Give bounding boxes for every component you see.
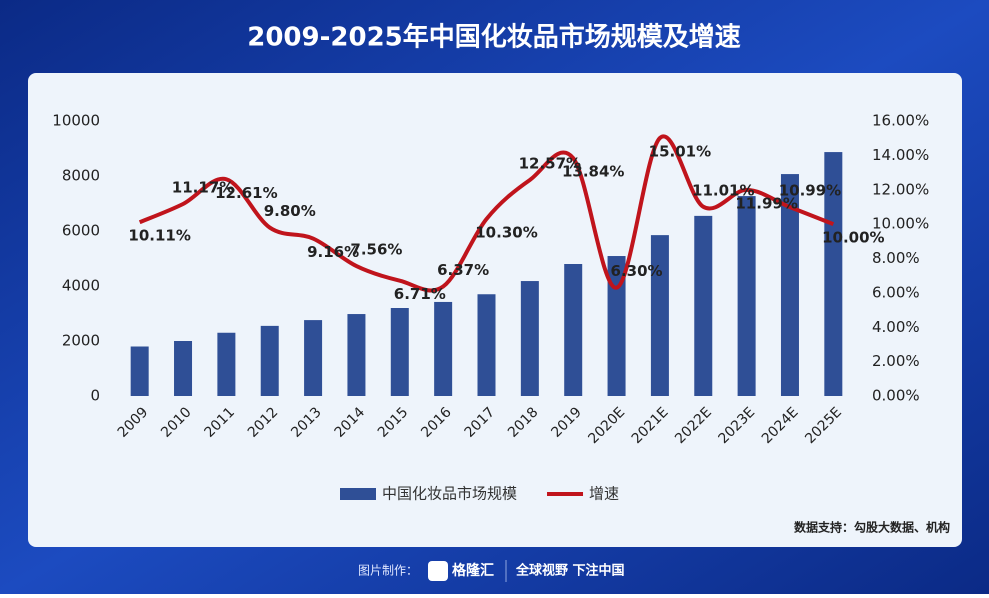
y2-tick-label: 4.00% bbox=[872, 318, 920, 336]
data-label: 10.99% bbox=[779, 182, 841, 200]
bar bbox=[217, 332, 236, 396]
data-label: 15.01% bbox=[649, 143, 711, 161]
y2-tick-label: 16.00% bbox=[872, 112, 929, 130]
footer-logo bbox=[428, 561, 448, 581]
y2-tick-label: 0.00% bbox=[872, 387, 920, 405]
bar bbox=[260, 325, 279, 396]
data-label: 12.57% bbox=[519, 154, 581, 172]
bar bbox=[650, 235, 669, 396]
legend-label: 中国化妆品市场规模 bbox=[382, 485, 517, 503]
legend-label: 增速 bbox=[589, 485, 619, 503]
line bbox=[138, 134, 835, 293]
data-label: 6.71% bbox=[394, 285, 446, 303]
legend-swatch bbox=[340, 488, 376, 500]
y-tick-label: 2000 bbox=[62, 332, 100, 350]
footer-brand: 格隆汇 bbox=[452, 562, 494, 579]
y-tick-label: 6000 bbox=[62, 222, 100, 240]
y2-tick-label: 8.00% bbox=[872, 249, 920, 267]
y2-tick-label: 6.00% bbox=[872, 283, 920, 301]
bar bbox=[304, 320, 323, 396]
bar bbox=[434, 301, 453, 396]
data-label: 11.17% bbox=[172, 179, 234, 197]
bar bbox=[520, 281, 539, 396]
data-label: 6.30% bbox=[611, 262, 663, 280]
y-tick-label: 8000 bbox=[62, 167, 100, 185]
footer-credit: 图片制作： bbox=[358, 564, 418, 578]
bar bbox=[694, 215, 713, 396]
footer-slogan: 全球视野 下注中国 bbox=[515, 563, 625, 579]
y-tick-label: 0 bbox=[90, 387, 100, 405]
data-label: 9.16% bbox=[307, 243, 359, 261]
data-label: 6.37% bbox=[437, 261, 489, 279]
bar bbox=[477, 294, 496, 396]
y2-tick-label: 2.00% bbox=[872, 352, 920, 370]
data-label: 11.99% bbox=[735, 194, 797, 212]
bar bbox=[780, 174, 799, 396]
source: 数据支持：勾股大数据、机构 bbox=[794, 520, 950, 535]
bar bbox=[564, 264, 583, 396]
bar bbox=[390, 308, 409, 396]
y2-tick-label: 14.00% bbox=[872, 146, 929, 164]
bar bbox=[607, 256, 626, 396]
bar bbox=[824, 152, 843, 396]
bar bbox=[174, 341, 193, 396]
bar bbox=[347, 314, 366, 396]
data-label: 13.84% bbox=[562, 163, 624, 181]
y-tick-label: 4000 bbox=[62, 277, 100, 295]
data-label: 10.30% bbox=[475, 223, 537, 241]
bar bbox=[130, 346, 149, 396]
y-tick-label: 10000 bbox=[52, 112, 100, 130]
data-label: 10.00% bbox=[822, 229, 884, 247]
data-label: 9.80% bbox=[264, 202, 316, 220]
data-label: 12.61% bbox=[215, 184, 277, 202]
data-label: 10.11% bbox=[128, 227, 190, 245]
bar bbox=[737, 196, 756, 396]
y2-tick-label: 12.00% bbox=[872, 180, 929, 198]
data-label: 7.56% bbox=[350, 241, 402, 259]
data-label: 11.01% bbox=[692, 181, 754, 199]
chart-title: 2009-2025年中国化妆品市场规模及增速 bbox=[247, 22, 741, 53]
y2-tick-label: 10.00% bbox=[872, 215, 929, 233]
